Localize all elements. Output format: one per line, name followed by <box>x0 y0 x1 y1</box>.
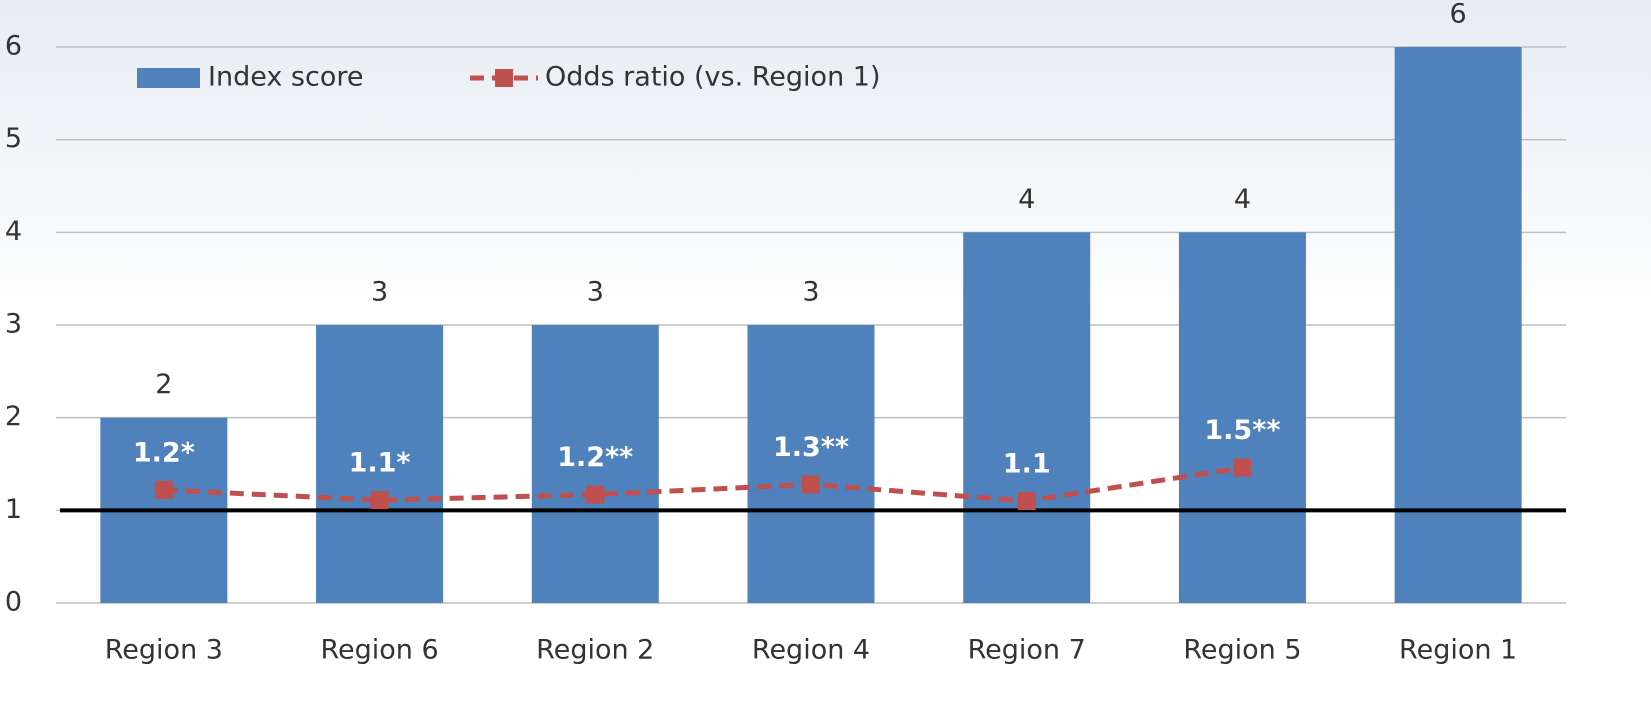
bar <box>747 325 875 603</box>
line-marker <box>802 475 820 494</box>
bar-value-label: 3 <box>371 277 388 308</box>
bar <box>1178 232 1306 604</box>
line-value-label: 1.2** <box>557 442 633 473</box>
line-marker <box>1017 492 1036 511</box>
legend-swatch <box>495 69 513 87</box>
bar <box>963 232 1091 604</box>
y-tick-label: 0 <box>5 587 22 618</box>
y-tick-label: 4 <box>5 216 22 247</box>
line-marker <box>154 480 173 499</box>
line-marker <box>370 491 389 510</box>
x-tick-label: Region 7 <box>968 635 1086 666</box>
y-tick-label: 3 <box>5 309 22 340</box>
y-tick-label: 2 <box>5 401 22 432</box>
x-tick-label: Region 6 <box>320 635 438 666</box>
x-tick-label: Region 4 <box>752 635 870 666</box>
x-tick-label: Region 2 <box>536 635 654 666</box>
line-value-label: 1.3** <box>773 432 849 463</box>
legend-label: Index score <box>208 62 363 93</box>
bar-value-label: 2 <box>155 369 172 400</box>
bar-value-label: 3 <box>802 277 819 308</box>
bar <box>531 325 659 603</box>
bar-value-label: 4 <box>1018 184 1035 215</box>
bar-value-label: 3 <box>587 277 604 308</box>
bar-value-label: 6 <box>1450 0 1467 30</box>
line-value-label: 1.2* <box>133 437 195 468</box>
x-tick-label: Region 3 <box>105 635 223 666</box>
legend-swatch <box>137 68 200 88</box>
legend-label: Odds ratio (vs. Region 1) <box>545 62 880 93</box>
bar <box>1394 47 1522 603</box>
line-value-label: 1.5** <box>1204 415 1280 446</box>
bar-value-label: 4 <box>1234 184 1251 215</box>
x-tick-label: Region 1 <box>1399 635 1517 666</box>
line <box>163 465 1243 504</box>
line-value-label: 1.1 <box>1003 449 1051 480</box>
y-tick-label: 1 <box>5 494 22 525</box>
bar <box>316 325 444 603</box>
x-tick-label: Region 5 <box>1183 635 1301 666</box>
line-value-label: 1.1* <box>349 448 411 479</box>
line-marker <box>1233 458 1252 477</box>
y-tick-label: 5 <box>5 123 22 154</box>
line-marker <box>586 485 605 504</box>
y-tick-label: 6 <box>5 31 22 62</box>
